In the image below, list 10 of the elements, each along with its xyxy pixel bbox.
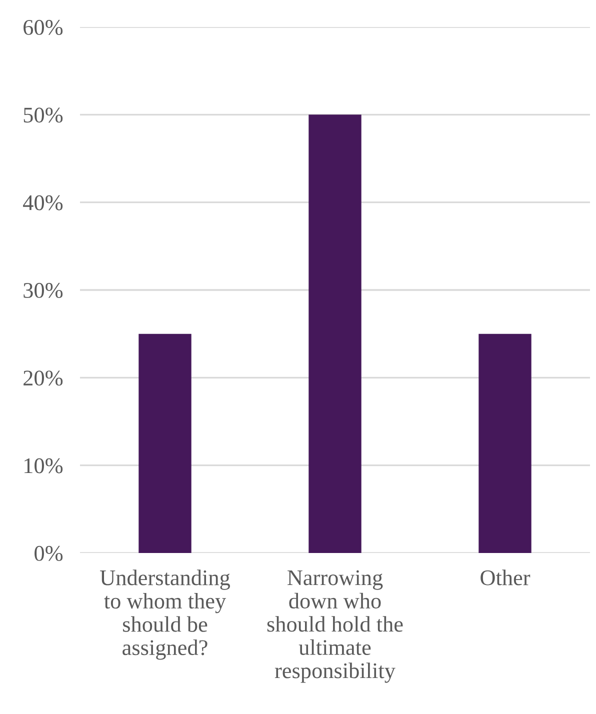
x-tick-label: Narrowing down who should hold the ultimate responsibility	[267, 570, 403, 683]
y-tick-label: 30%	[24, 282, 63, 298]
y-tick-label: 50%	[24, 108, 63, 123]
y-tick-label: 20%	[24, 370, 63, 386]
y-tick-label: 10%	[24, 458, 63, 474]
y-tick-label: 40%	[23, 195, 63, 210]
y-tick-label: 0%	[34, 546, 63, 561]
y-tick-label: 60%	[24, 20, 63, 35]
x-tick-label: Other	[480, 570, 530, 586]
x-tick-label: Understanding to whom they should be assigned?	[100, 570, 230, 660]
